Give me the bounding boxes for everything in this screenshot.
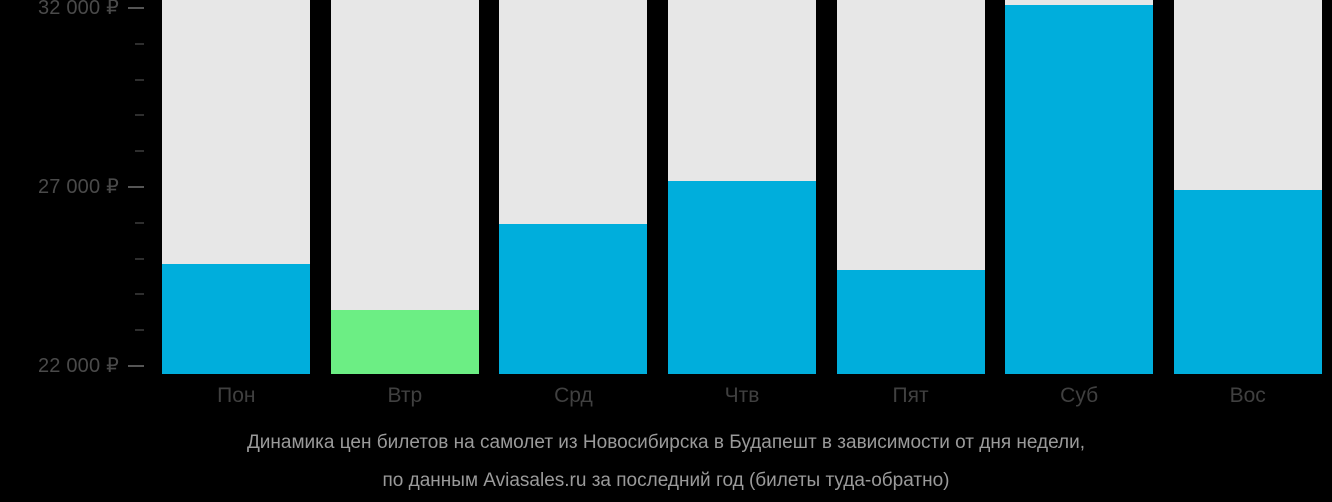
tick-mark	[128, 7, 144, 9]
bars-container	[152, 0, 1332, 374]
x-axis-label-втр: Втр	[387, 384, 423, 407]
x-axis-label-суб: Суб	[1060, 384, 1099, 407]
x-axis-label-пят: Пят	[892, 384, 929, 407]
tick-mark	[135, 293, 144, 296]
x-axis: Пон Втр Срд Чтв Пят Суб Вос	[152, 374, 1332, 422]
y-axis: 32 000 ₽ 27 000 ₽ 22 000 ₽	[0, 0, 152, 377]
tick-mark	[128, 186, 144, 188]
bar-fill	[836, 270, 985, 374]
tick-mark	[128, 365, 144, 367]
caption-line-1: Динамика цен билетов на самолет из Новос…	[246, 432, 1086, 453]
tick-mark	[135, 78, 144, 81]
x-axis-label-пон: Пон	[217, 384, 256, 407]
tick-mark	[135, 114, 144, 117]
y-axis-tick-label: 27 000 ₽	[37, 176, 119, 198]
y-axis-tick-label: 22 000 ₽	[37, 355, 119, 377]
tick-mark	[135, 42, 144, 45]
bar-пон[interactable]	[162, 0, 311, 374]
x-axis-label-чтв: Чтв	[724, 384, 760, 407]
caption-line-2: по данным Aviasales.ru за последний год …	[382, 470, 950, 491]
bar-fill	[162, 263, 311, 374]
bar-fill	[1005, 5, 1154, 374]
x-axis-label-вос: Вос	[1229, 384, 1266, 407]
chart-caption: Динамика цен билетов на самолет из Новос…	[0, 424, 1332, 500]
bar-вос[interactable]	[1173, 0, 1322, 374]
tick-mark	[135, 329, 144, 332]
tick-mark	[135, 150, 144, 153]
bar-fill	[668, 180, 816, 374]
bar-суб[interactable]	[1005, 0, 1154, 374]
tick-mark	[135, 221, 144, 224]
x-axis-label-срд: Срд	[554, 384, 593, 407]
tick-mark	[135, 257, 144, 260]
plot-area: 32 000 ₽ 27 000 ₽ 22 000 ₽	[0, 0, 1332, 377]
bar-втр[interactable]	[330, 0, 479, 374]
bar-fill	[1173, 189, 1322, 374]
y-axis-tick-label: 32 000 ₽	[37, 0, 119, 19]
bar-чтв[interactable]	[668, 0, 816, 374]
bar-fill	[330, 309, 479, 374]
bar-fill	[499, 223, 648, 374]
bar-пят[interactable]	[836, 0, 985, 374]
bar-срд[interactable]	[499, 0, 648, 374]
